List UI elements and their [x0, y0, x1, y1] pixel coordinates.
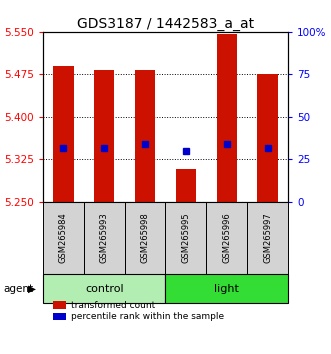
Bar: [257, 74, 278, 202]
Bar: [176, 169, 196, 202]
Text: ▶: ▶: [28, 284, 36, 294]
Title: GDS3187 / 1442583_a_at: GDS3187 / 1442583_a_at: [77, 17, 254, 31]
Bar: [125, 202, 166, 274]
Bar: [135, 70, 155, 202]
Text: GSM265998: GSM265998: [141, 213, 150, 263]
Text: GSM265993: GSM265993: [100, 213, 109, 263]
Text: transformed count: transformed count: [71, 301, 156, 310]
Bar: [94, 70, 115, 202]
Bar: [216, 34, 237, 202]
Bar: [166, 274, 288, 303]
Bar: [53, 66, 73, 202]
Bar: [43, 274, 166, 303]
Text: GSM265996: GSM265996: [222, 213, 231, 263]
Text: GSM265997: GSM265997: [263, 213, 272, 263]
Text: percentile rank within the sample: percentile rank within the sample: [71, 312, 224, 321]
Text: GSM265984: GSM265984: [59, 213, 68, 263]
Text: light: light: [214, 284, 239, 293]
Bar: [247, 202, 288, 274]
Text: GSM265995: GSM265995: [181, 213, 190, 263]
Bar: [166, 202, 206, 274]
Text: agent: agent: [3, 284, 33, 294]
Text: control: control: [85, 284, 123, 293]
Bar: [206, 202, 247, 274]
Bar: [43, 202, 84, 274]
Bar: [84, 202, 125, 274]
